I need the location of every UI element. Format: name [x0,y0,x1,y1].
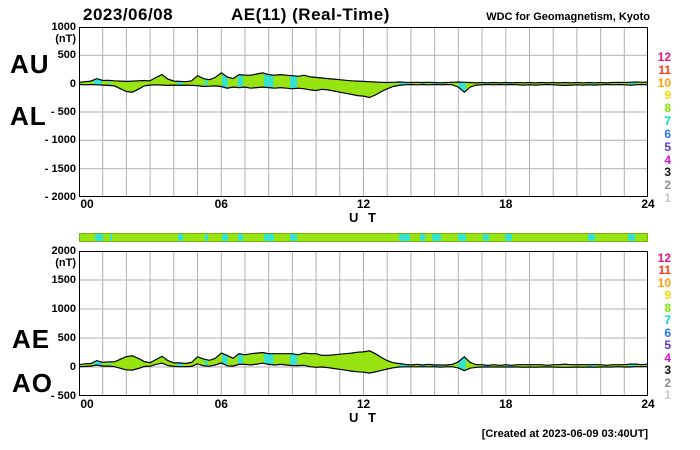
legend-hour-5: 5 [664,338,671,353]
data-status-bar [79,233,648,242]
bottom-chart-ae-ao [79,251,648,396]
status-segment [177,234,184,241]
legend-hour-12: 12 [657,50,671,64]
status-segment [94,234,104,241]
legend-hour-2: 2 [664,178,671,193]
legend-hour-3: 3 [664,363,671,378]
y-tick-label: 500 [57,332,76,344]
status-segment [458,234,466,241]
y-tick-label: - 1000 [44,134,76,147]
status-segment [222,234,229,241]
status-segment [587,234,595,241]
status-segment [398,234,410,241]
legend-hour-4: 4 [664,350,671,365]
status-segment [432,234,442,241]
legend-hour-11: 11 [658,62,671,77]
y-tick-label: 2000 [51,245,76,257]
status-segment [238,234,244,241]
legend-hour-2: 2 [664,375,671,390]
y-axis-unit: (nT) [55,33,76,45]
legend-hour-8: 8 [664,101,671,116]
band-fill [79,72,648,98]
top-chart-au-al [79,27,648,197]
x-tick-label: 18 [499,397,513,411]
label-ae: AE [12,324,51,354]
y-tick-label: - 500 [50,390,76,402]
legend-hour-7: 7 [664,313,671,328]
x-tick-label: 06 [214,397,228,411]
legend-hour-8: 8 [664,300,671,315]
plot-date: 2023/06/08 [83,5,174,24]
legend-hour-11: 11 [658,263,671,278]
grid-lines [79,251,648,396]
bottom-x-axis-label: U T [349,410,379,425]
grid-lines [79,27,648,197]
y-tick-label: 500 [57,49,76,62]
lower-curve [79,362,648,374]
legend-hour-12: 12 [657,251,671,265]
x-tick-label: 12 [356,197,371,211]
x-tick-label: 24 [641,197,655,211]
status-segment [482,234,490,241]
status-segment [205,234,209,241]
status-segment [628,234,636,241]
organization-credit: WDC for Geomagnetism, Kyoto [486,11,650,23]
label-au: AU [10,49,50,79]
top-x-axis-label: U T [349,210,379,225]
y-tick-label: - 2000 [44,191,76,203]
status-segment [420,234,426,241]
y-tick-label: - 1500 [44,162,76,175]
x-tick-label: 00 [80,397,94,411]
legend-hour-3: 3 [664,165,671,180]
y-tick-label: 1500 [51,274,76,286]
label-ao: AO [12,368,53,398]
legend-hour-10: 10 [657,75,671,90]
x-tick-label: 00 [80,197,94,211]
y-tick-label: 1000 [51,303,76,315]
y-tick-label: 1000 [51,21,76,33]
status-segment [505,234,513,241]
y-axis-unit: (nT) [55,257,76,269]
y-tick-label: 0 [69,361,76,373]
legend-hour-6: 6 [664,126,671,141]
x-tick-label: 24 [641,397,655,411]
legend-hour-9: 9 [664,88,671,103]
created-timestamp: [Created at 2023-06-09 03:40UT] [481,428,648,440]
status-segment [290,234,298,241]
lower-curve [79,83,648,99]
x-tick-label: 18 [499,197,513,211]
legend-hour-4: 4 [664,152,671,167]
legend-hour-7: 7 [664,114,671,129]
legend-hour-5: 5 [664,139,671,154]
legend-hour-1: 1 [664,387,671,402]
upper-curve [79,350,648,366]
status-segment [264,234,274,241]
legend-hour-9: 9 [664,288,671,303]
page-title: AE(11) (Real-Time) [231,5,390,24]
plot-frame [79,251,648,396]
x-tick-label: 06 [214,197,228,211]
legend-hour-1: 1 [664,191,671,206]
label-al: AL [10,101,47,131]
plot-frame [79,27,648,197]
legend-hour-6: 6 [664,325,671,340]
upper-curve [79,72,648,84]
cyan-overlay [93,350,637,374]
legend-hour-10: 10 [657,275,671,290]
x-tick-label: 12 [356,397,371,411]
y-tick-label: 0 [69,77,76,90]
y-tick-label: - 500 [50,106,76,118]
status-segment [109,234,112,241]
band-fill [79,350,648,374]
